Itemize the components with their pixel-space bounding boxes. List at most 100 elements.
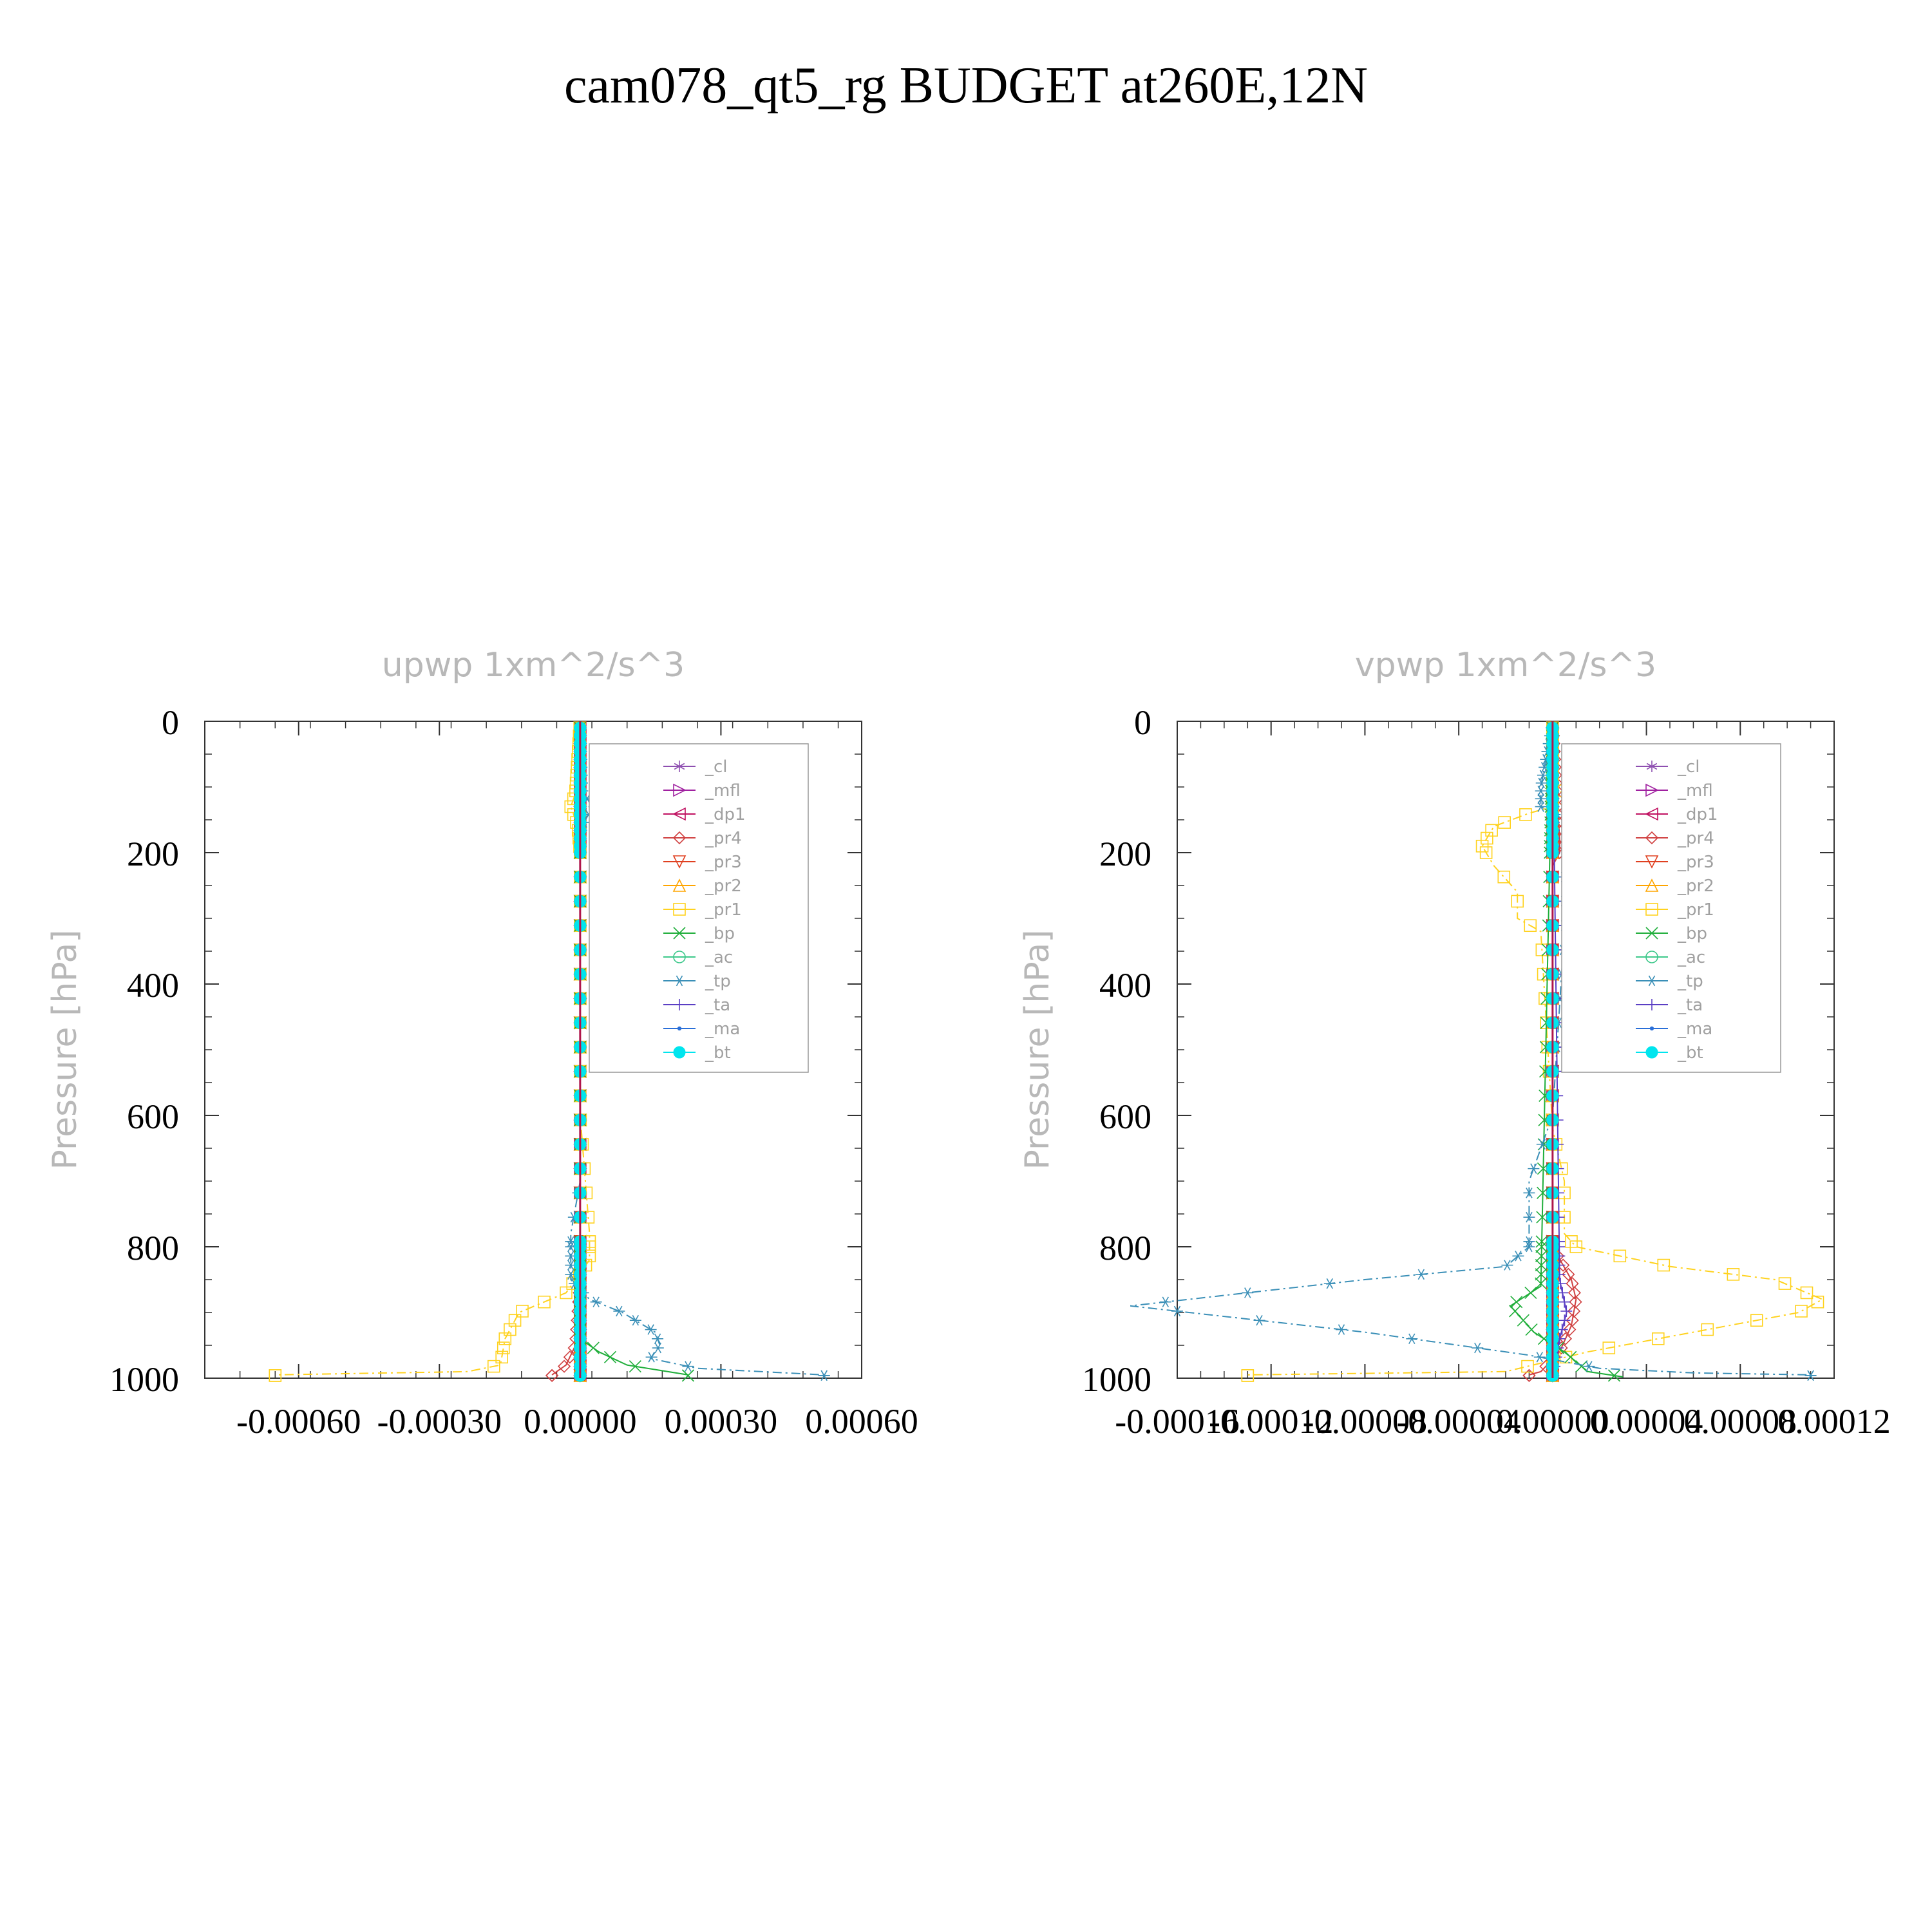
- y-tick-label: 1000: [109, 1360, 179, 1399]
- data-point: [1523, 1211, 1535, 1223]
- data-point: [1524, 1286, 1537, 1299]
- legend-label: _dp1: [705, 805, 746, 824]
- data-point: [1524, 919, 1537, 933]
- legend: _cl _mfl _dp1 _pr4 _pr3 _pr2 _pr1 _bp _ac _tp _ta _…: [1561, 743, 1781, 1073]
- legend-marker: [673, 783, 687, 797]
- legend-marker: [1646, 761, 1658, 772]
- data-point: [1523, 1188, 1535, 1198]
- legend-marker: [673, 903, 686, 916]
- figure-title: cam078_qt5_rg BUDGET at260E,12N: [564, 57, 1368, 114]
- panel-title: upwp 1xm^2/s^3: [382, 646, 685, 685]
- x-tick-label: 0.00008: [1684, 1402, 1797, 1441]
- data-point: [1406, 1333, 1418, 1345]
- data-point: [1563, 1323, 1577, 1336]
- y-axis-label: Pressure [hPa]: [46, 930, 84, 1170]
- data-point: [1241, 1369, 1255, 1382]
- data-point: [1535, 1277, 1548, 1290]
- data-point: [1498, 816, 1511, 829]
- data-point: [681, 1369, 694, 1382]
- data-point: [1242, 1287, 1254, 1298]
- legend-label: _bp: [1677, 924, 1707, 943]
- data-point: [818, 1370, 830, 1381]
- legend-label: _ma: [705, 1019, 740, 1039]
- data-point: [1804, 1370, 1817, 1381]
- x-tick-label: -0.00004: [1396, 1402, 1520, 1441]
- y-tick-label: 0: [162, 703, 179, 742]
- legend-label: _ta: [1677, 996, 1703, 1015]
- legend-marker: [1646, 999, 1658, 1010]
- data-point: [1171, 1305, 1183, 1317]
- legend-label: _pr3: [1677, 853, 1714, 872]
- data-point: [1575, 1360, 1588, 1373]
- data-point: [1602, 1341, 1616, 1354]
- data-point: [498, 1332, 512, 1345]
- data-point: [1535, 801, 1547, 812]
- data-point: [1565, 1235, 1578, 1248]
- data-point: [508, 1314, 522, 1327]
- data-point: [1569, 1295, 1582, 1309]
- data-point: [1523, 1241, 1535, 1253]
- y-tick-label: 800: [1099, 1229, 1151, 1267]
- legend-label: _tp: [1677, 972, 1703, 991]
- data-point: [1567, 1286, 1581, 1300]
- data-point: [1800, 1286, 1814, 1300]
- data-point: [1811, 1295, 1824, 1309]
- legend-label: _pr1: [1677, 900, 1714, 920]
- legend-marker: [672, 831, 687, 845]
- data-point: [1517, 1314, 1530, 1327]
- legend-label: _bt: [1677, 1043, 1703, 1063]
- x-tick-label: 0.00060: [805, 1402, 918, 1441]
- legend-marker: [1645, 783, 1659, 797]
- y-tick-label: 200: [1099, 835, 1151, 873]
- chart-panel-2: vpwp 1xm^2/s^3 Pressure [hPa] 0 200 400 600 80…: [1018, 646, 1891, 1441]
- legend-marker: [674, 761, 685, 772]
- data-point: [645, 1324, 657, 1335]
- data-point: [1512, 1251, 1524, 1262]
- data-point: [504, 1323, 516, 1336]
- data-point: [269, 1369, 282, 1382]
- y-tick-label: 0: [1134, 703, 1151, 742]
- data-point: [587, 1341, 600, 1354]
- legend-marker: [674, 975, 685, 987]
- data-point: [560, 1286, 573, 1300]
- data-point: [1558, 1296, 1571, 1308]
- data-point: [1613, 1249, 1627, 1263]
- data-point: [1336, 1324, 1347, 1335]
- chart-panel-1: upwp 1xm^2/s^3 Pressure [hPa] 0 200 400 600 80…: [46, 646, 918, 1441]
- data-point: [1535, 1249, 1548, 1262]
- legend-marker: [1645, 878, 1659, 892]
- data-point: [1657, 1258, 1671, 1272]
- data-point: [1525, 1323, 1538, 1336]
- data-point: [1558, 1332, 1573, 1345]
- data-point: [652, 1342, 664, 1354]
- legend-marker: [673, 951, 686, 963]
- data-point: [1537, 1162, 1549, 1175]
- data-point: [1564, 1350, 1577, 1363]
- legend-label: _ma: [1677, 1019, 1712, 1039]
- data-point: [1475, 840, 1489, 853]
- data-point: [682, 1361, 694, 1372]
- data-point: [1583, 1361, 1595, 1372]
- x-tick-label: -0.00008: [1303, 1402, 1427, 1441]
- data-point: [1323, 1278, 1336, 1289]
- legend-box: [589, 743, 809, 1073]
- data-point: [1481, 831, 1493, 845]
- data-point: [1497, 870, 1511, 884]
- data-point: [1509, 1305, 1522, 1318]
- x-tick-label: 0.00030: [665, 1402, 778, 1441]
- legend-label: _ta: [705, 996, 730, 1015]
- data-point: [1519, 808, 1532, 821]
- data-point: [603, 1350, 617, 1363]
- legend-marker: [674, 999, 685, 1010]
- data-point: [1528, 1163, 1540, 1174]
- data-point: [652, 1333, 664, 1345]
- x-tick-label: -0.00060: [236, 1402, 361, 1441]
- data-point: [1472, 1342, 1484, 1354]
- data-point: [1778, 1277, 1792, 1290]
- data-point: [629, 1360, 641, 1373]
- y-tick-label: 800: [127, 1229, 179, 1267]
- legend-marker: [673, 1046, 686, 1059]
- data-point: [645, 1352, 658, 1363]
- legend-label: _cl: [1677, 757, 1700, 777]
- data-point: [629, 1315, 641, 1326]
